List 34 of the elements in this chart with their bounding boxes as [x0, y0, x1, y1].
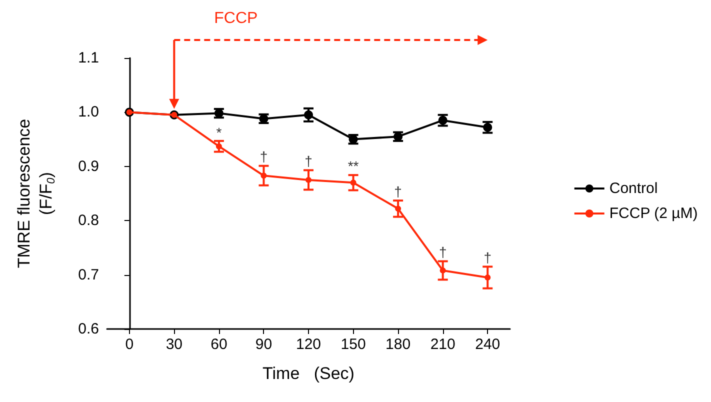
x-tick-label: 30: [166, 336, 183, 353]
y-tick-label: 1.1: [78, 50, 99, 66]
x-tick-label: 90: [255, 336, 272, 353]
y-tick-label: 0.6: [78, 320, 99, 338]
point: [440, 267, 446, 274]
y-tick-label: 0.7: [78, 266, 99, 284]
x-tick-label: 120: [296, 336, 322, 353]
y-tick-label: 0.9: [78, 158, 99, 175]
legend-label: Control: [609, 180, 658, 197]
x-tick-label: 150: [340, 336, 366, 353]
x-tick-label: 180: [386, 336, 411, 353]
annotation: *: [216, 124, 222, 140]
annotation: †: [304, 153, 312, 170]
legend-label: FCCP (2 µM): [609, 205, 698, 222]
x-tick-label: 240: [475, 336, 500, 353]
annotation: **: [348, 158, 360, 174]
point: [350, 180, 356, 186]
x-tick-label: 60: [210, 336, 228, 353]
point: [216, 143, 222, 150]
x-tick-label: 210: [430, 336, 456, 353]
annotation: †: [484, 250, 492, 266]
point: [484, 274, 491, 281]
point: [304, 110, 313, 120]
x-tick-label: 0: [125, 336, 134, 353]
annotation: †: [394, 183, 402, 200]
x-axis-title: Time (Sec): [262, 364, 354, 383]
ref-line-label: FCCP: [214, 10, 258, 28]
point: [306, 176, 312, 183]
point: [260, 172, 267, 179]
y-tick-label: 0.8: [78, 212, 99, 230]
annotation: †: [438, 244, 447, 260]
y-tick-label: 1.0: [78, 104, 99, 121]
point: [395, 206, 402, 212]
annotation: †: [260, 148, 268, 165]
